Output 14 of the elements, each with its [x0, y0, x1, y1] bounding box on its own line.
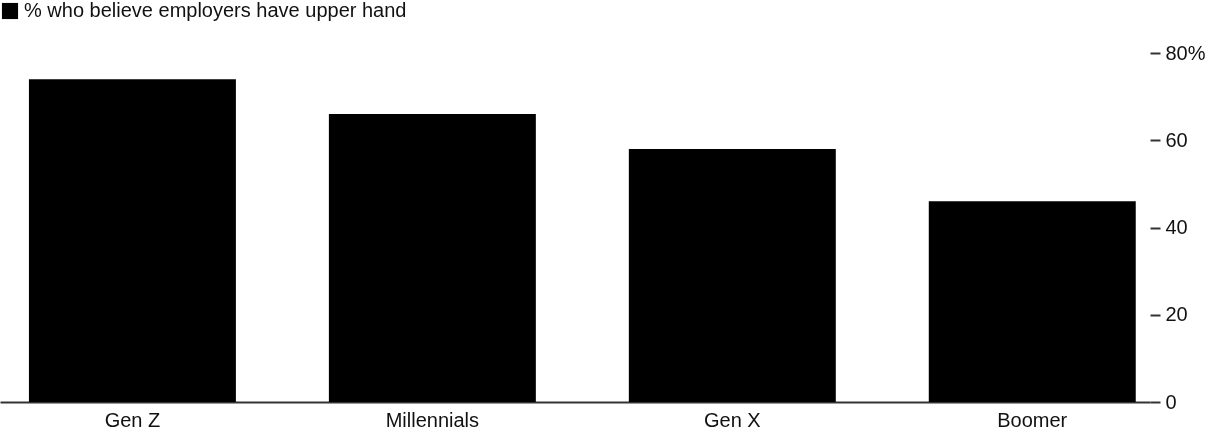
y-tick-label: 40 — [1165, 216, 1188, 238]
y-tick-label: 0 — [1165, 390, 1177, 413]
bar — [928, 201, 1136, 402]
x-tick-label: Gen X — [703, 408, 761, 431]
bar — [28, 79, 236, 402]
y-tick-label: 20 — [1165, 303, 1188, 326]
bar — [628, 148, 836, 402]
x-tick-label: Boomer — [997, 408, 1068, 431]
x-tick-label: Gen Z — [104, 408, 161, 431]
x-tick-label: Millennials — [385, 408, 480, 431]
y-tick-label: 60 — [1165, 128, 1188, 151]
bar — [328, 114, 536, 402]
legend-label: % who believe employers have upper hand — [24, 0, 407, 21]
y-tick-label: 80% — [1165, 41, 1206, 64]
